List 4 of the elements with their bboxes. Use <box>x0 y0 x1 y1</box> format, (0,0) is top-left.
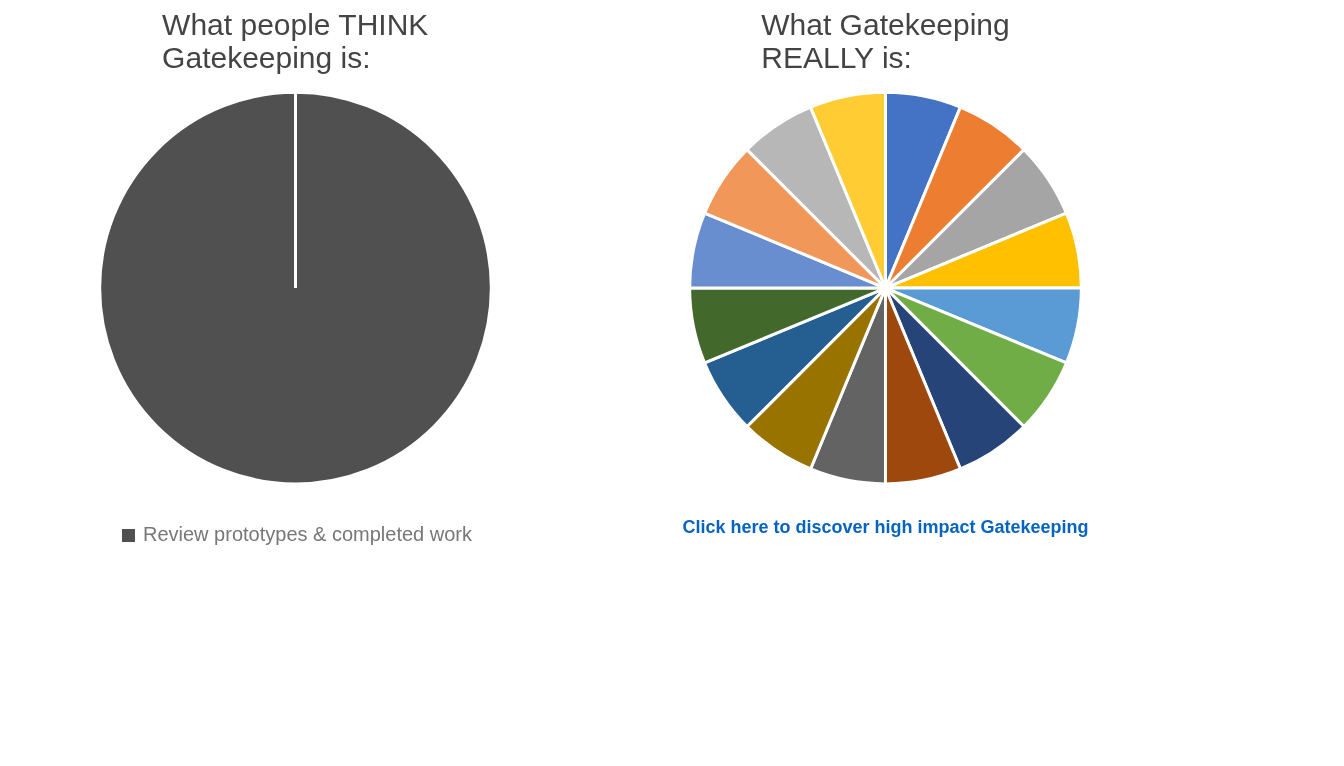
text: Click here to discover high impact Gatekeeping <box>682 516 1089 537</box>
legend-label: Review prototypes & completed work <box>142 523 473 546</box>
chart-title: What Gatekeeping REALLY is: <box>761 7 1010 74</box>
chart-title: What people THINK Gatekeeping is: <box>162 7 429 74</box>
